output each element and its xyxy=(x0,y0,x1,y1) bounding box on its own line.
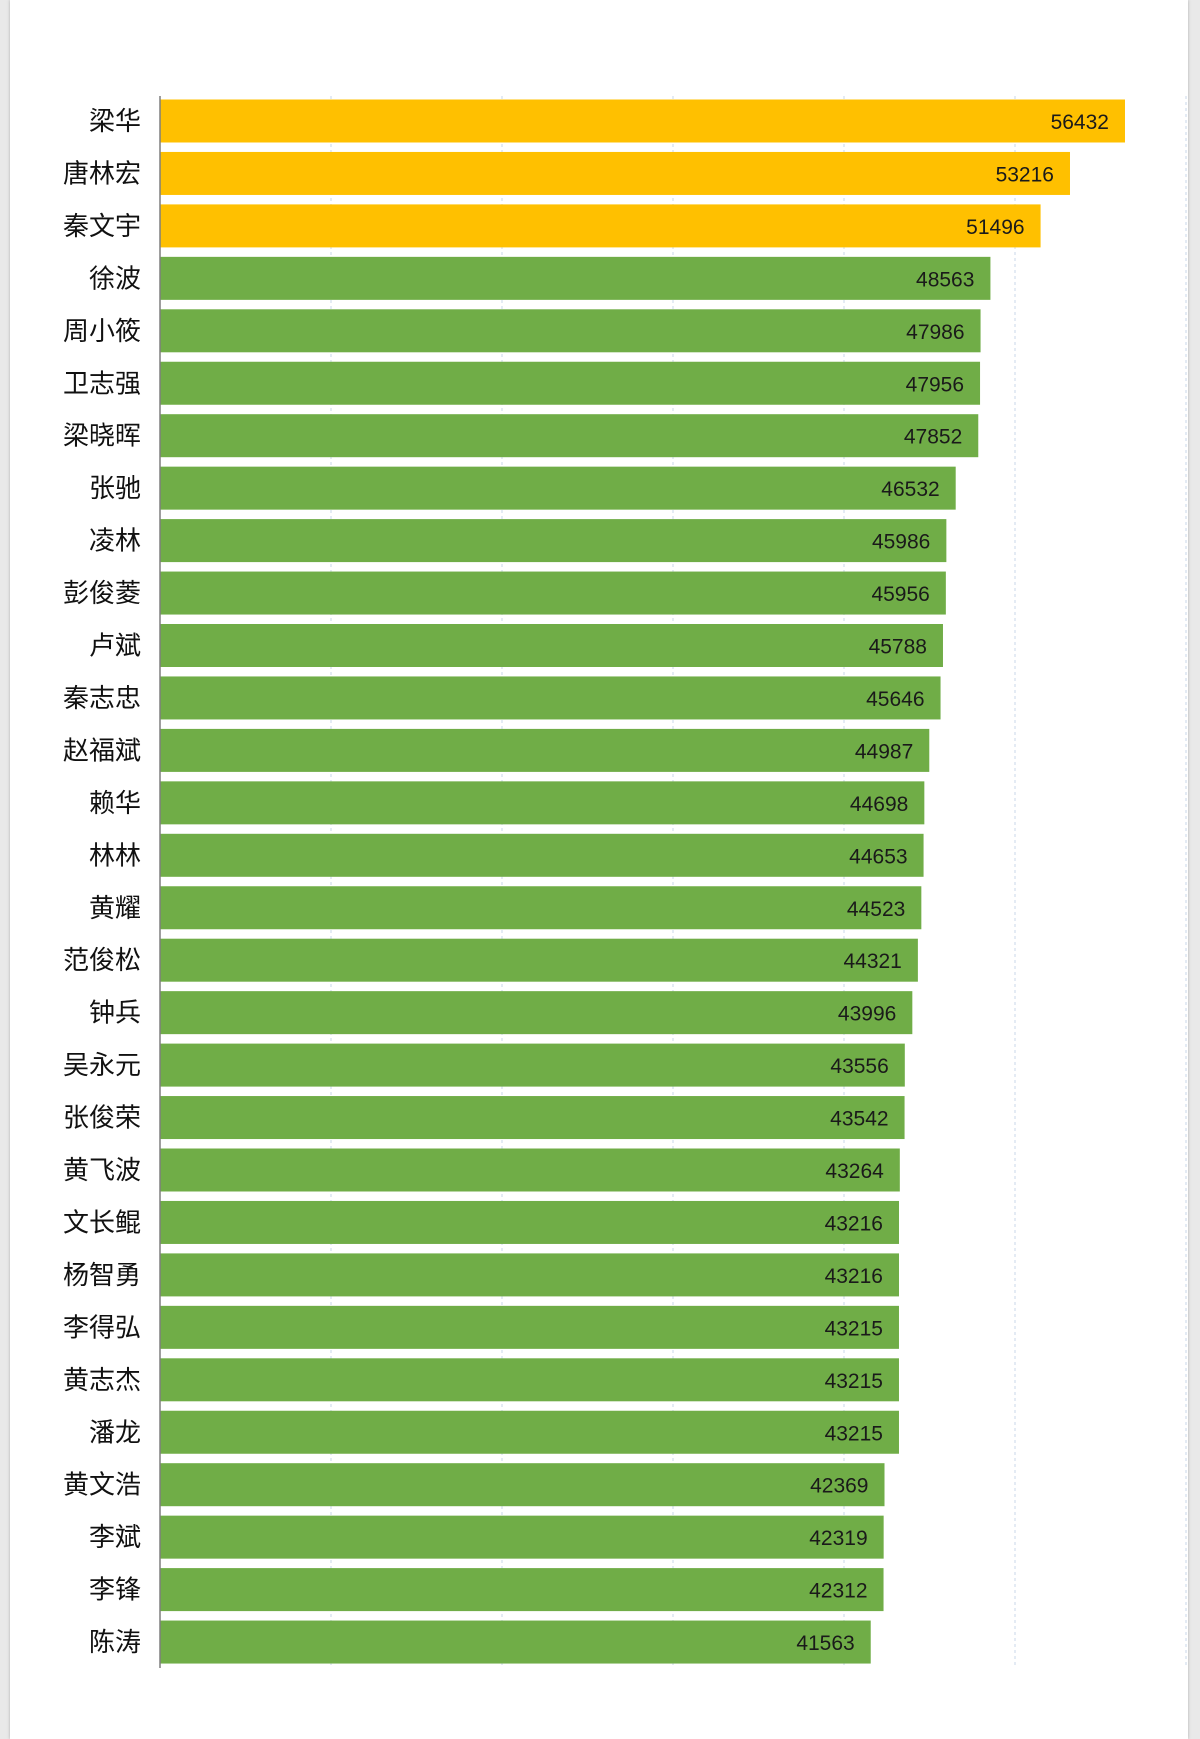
value-label: 42319 xyxy=(809,1527,867,1550)
bar-5 xyxy=(160,309,981,353)
bar-7 xyxy=(160,414,979,458)
category-label: 黄志杰 xyxy=(63,1366,141,1396)
bar-20 xyxy=(160,1096,905,1140)
bar-chart: 梁华唐林宏秦文宇徐波周小筱卫志强梁晓晖张驰凌林彭俊菱卢斌秦志忠赵福斌赖华林林黄耀… xyxy=(63,96,1187,1668)
value-label: 41563 xyxy=(796,1632,854,1655)
value-label: 56432 xyxy=(1051,111,1109,134)
value-label: 45788 xyxy=(869,636,927,659)
category-label: 吴永元 xyxy=(63,1051,141,1081)
category-label: 张俊荣 xyxy=(63,1104,141,1134)
bar-22 xyxy=(160,1200,899,1244)
value-label: 48563 xyxy=(916,268,974,291)
bar-13 xyxy=(160,728,930,772)
bar-17 xyxy=(160,938,918,982)
value-label: 44523 xyxy=(847,898,905,921)
bar-27 xyxy=(160,1463,885,1507)
category-label: 范俊松 xyxy=(63,946,141,976)
value-label: 53216 xyxy=(996,163,1054,186)
category-label: 李锋 xyxy=(89,1576,141,1606)
value-label: 43556 xyxy=(830,1055,888,1078)
bar-28 xyxy=(160,1515,884,1559)
category-label: 凌林 xyxy=(89,527,141,557)
value-label: 45956 xyxy=(871,583,929,606)
bar-19 xyxy=(160,1043,905,1087)
value-label: 43215 xyxy=(825,1422,883,1445)
bar-26 xyxy=(160,1410,899,1454)
value-labels: 56432 53216 51496 48563 47986 47956 47852 46532… xyxy=(796,111,1109,1655)
value-label: 46532 xyxy=(881,478,939,501)
category-labels: 梁华唐林宏秦文宇徐波周小筱卫志强梁晓晖张驰凌林彭俊菱卢斌秦志忠赵福斌赖华林林黄耀… xyxy=(63,107,141,1658)
bar-1 xyxy=(160,99,1125,143)
category-label: 梁华 xyxy=(89,107,141,137)
value-label: 43216 xyxy=(825,1212,883,1235)
value-label: 45646 xyxy=(866,688,924,711)
value-label: 45986 xyxy=(872,531,930,554)
category-label: 卫志强 xyxy=(63,369,141,399)
value-label: 43542 xyxy=(830,1108,888,1131)
category-label: 林林 xyxy=(89,841,141,871)
value-label: 42312 xyxy=(809,1580,867,1603)
page: 梁华唐林宏秦文宇徐波周小筱卫志强梁晓晖张驰凌林彭俊菱卢斌秦志忠赵福斌赖华林林黄耀… xyxy=(10,0,1188,1739)
category-label: 钟兵 xyxy=(89,999,141,1029)
category-label: 张驰 xyxy=(89,474,141,504)
gridlines xyxy=(330,96,1187,1668)
bar-23 xyxy=(160,1253,899,1297)
category-label: 李斌 xyxy=(89,1523,141,1553)
bar-6 xyxy=(160,361,981,405)
value-label: 44698 xyxy=(850,793,908,816)
bar-11 xyxy=(160,624,943,667)
value-label: 47956 xyxy=(906,373,964,396)
category-label: 黄耀 xyxy=(89,894,141,924)
category-label: 卢斌 xyxy=(89,632,141,662)
value-label: 43215 xyxy=(825,1370,883,1393)
bar-15 xyxy=(160,833,924,877)
value-label: 42369 xyxy=(810,1475,868,1498)
bar-14 xyxy=(160,781,925,825)
value-label: 47852 xyxy=(904,426,962,449)
bar-16 xyxy=(160,886,922,930)
value-label: 43215 xyxy=(825,1317,883,1340)
category-label: 文长鲲 xyxy=(63,1208,141,1238)
bar-8 xyxy=(160,466,956,510)
value-label: 43264 xyxy=(825,1160,884,1183)
bars xyxy=(160,99,1125,1664)
category-label: 徐波 xyxy=(89,264,141,294)
category-label: 秦志忠 xyxy=(63,684,141,714)
category-label: 周小筱 xyxy=(63,317,141,347)
value-label: 44653 xyxy=(849,845,907,868)
bar-29 xyxy=(160,1568,884,1612)
bar-12 xyxy=(160,676,941,720)
bar-9 xyxy=(160,519,947,563)
bar-10 xyxy=(160,571,946,615)
category-label: 彭俊菱 xyxy=(63,579,141,609)
value-label: 43996 xyxy=(838,1003,896,1026)
category-label: 梁晓晖 xyxy=(63,422,141,452)
value-label: 51496 xyxy=(966,216,1024,239)
bar-18 xyxy=(160,991,913,1035)
value-label: 44321 xyxy=(843,950,901,973)
bar-24 xyxy=(160,1305,899,1349)
bar-4 xyxy=(160,256,991,300)
category-label: 李得弘 xyxy=(63,1313,141,1343)
bar-3 xyxy=(160,204,1041,248)
category-label: 潘龙 xyxy=(89,1418,141,1448)
value-label: 43216 xyxy=(825,1265,883,1288)
category-label: 陈涛 xyxy=(89,1628,141,1658)
value-label: 44987 xyxy=(855,740,913,763)
category-label: 唐林宏 xyxy=(63,159,141,189)
category-label: 杨智勇 xyxy=(63,1261,141,1291)
category-label: 秦文宇 xyxy=(63,212,141,242)
category-label: 赵福斌 xyxy=(63,736,141,766)
bar-2 xyxy=(160,151,1070,195)
value-label: 47986 xyxy=(906,321,964,344)
category-label: 黄文浩 xyxy=(63,1471,141,1501)
bar-21 xyxy=(160,1148,900,1192)
category-label: 黄飞波 xyxy=(63,1156,141,1186)
bar-30 xyxy=(160,1620,871,1664)
bar-25 xyxy=(160,1358,899,1402)
category-label: 赖华 xyxy=(89,789,141,819)
